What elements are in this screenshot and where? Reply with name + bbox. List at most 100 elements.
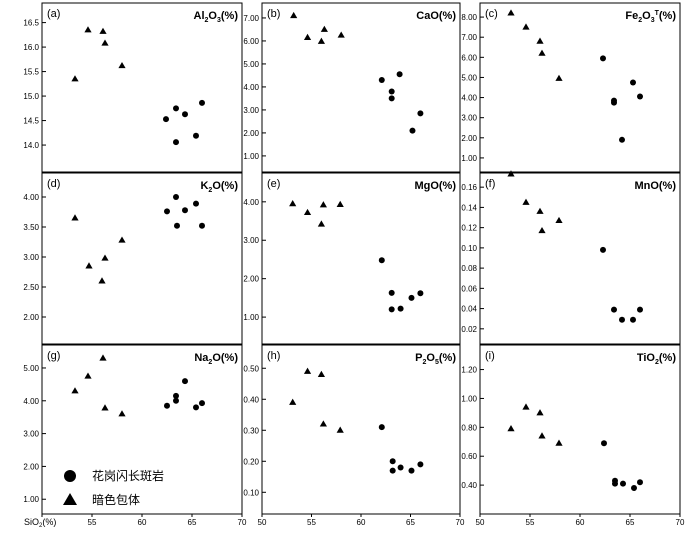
panel-f-title: MnO(%)	[634, 180, 676, 192]
y-tick-label: 2.00	[243, 129, 259, 138]
granodiorite-porphyry-point	[417, 110, 424, 117]
granodiorite-porphyry-point	[397, 464, 404, 471]
granodiorite-porphyry-point	[417, 290, 424, 297]
granodiorite-porphyry-point	[389, 458, 396, 465]
granodiorite-porphyry-point	[173, 194, 179, 200]
y-tick-label: 0.08	[461, 264, 477, 273]
granodiorite-porphyry-point	[173, 392, 179, 399]
granodiorite-porphyry-point	[173, 397, 179, 404]
y-tick-label: 1.20	[461, 366, 477, 375]
granodiorite-porphyry-point	[199, 99, 205, 106]
enclave-point	[538, 226, 546, 234]
panel-c-frame	[479, 2, 681, 173]
panel-i-title: TiO2(%)	[637, 352, 676, 366]
x-tick-label: 65	[406, 518, 415, 527]
enclave-point	[320, 25, 328, 32]
granodiorite-porphyry-point	[378, 77, 385, 84]
enclave-point	[522, 198, 530, 205]
enclave-point	[336, 426, 344, 433]
y-tick-label: 14.0	[23, 141, 39, 150]
title-part: 2	[423, 359, 427, 366]
panel-i: 0.40 0.60 0.80 1.00 1.20 (i) TiO2(%)	[461, 344, 681, 517]
y-tick-label: 0.30	[243, 426, 259, 435]
y-tick-label: 6.00	[243, 37, 259, 46]
enclave-point	[317, 220, 325, 227]
granodiorite-porphyry-point	[397, 305, 404, 312]
enclave-point	[101, 254, 109, 261]
x-tick-label: 55	[307, 518, 316, 527]
y-tick-label: 16.0	[23, 43, 39, 52]
title-part: Fe	[625, 10, 638, 22]
granodiorite-porphyry-point	[619, 316, 625, 323]
granodiorite-porphyry-point	[388, 88, 395, 95]
y-tick-label: 8.00	[461, 13, 477, 22]
y-tick-label: 0.16	[461, 183, 477, 192]
title-part: TiO	[637, 352, 656, 364]
granodiorite-porphyry-point	[637, 93, 643, 100]
panel-c: 1.00 2.00 3.00 4.00 5.00 6.00 7.00 8.00 (c) Fe2O3…	[461, 2, 681, 173]
enclave-point	[84, 26, 92, 33]
panel-d: 2.00 2.50 3.00 3.50 4.00 (d) K2O(%)	[23, 172, 243, 345]
panel-g-label: (g)	[47, 350, 60, 362]
y-tick-label: 0.12	[461, 224, 477, 233]
title-part: (%)	[221, 10, 238, 22]
x-tick-label: 65	[188, 518, 197, 527]
legend-label-enclave: 暗色包体	[92, 492, 140, 507]
panel-i-label: (i)	[485, 350, 495, 362]
y-tick-label: 1.00	[461, 394, 477, 403]
granodiorite-porphyry-point	[173, 139, 179, 146]
granodiorite-porphyry-point	[199, 222, 205, 229]
granodiorite-porphyry-point	[601, 440, 607, 447]
granodiorite-porphyry-point	[173, 105, 179, 112]
y-tick-label: 3.00	[243, 236, 259, 245]
enclave-point	[319, 420, 327, 427]
title-part: Al	[194, 10, 205, 22]
granodiorite-porphyry-point	[417, 461, 424, 468]
granodiorite-porphyry-point	[193, 404, 199, 411]
panel-h-frame	[261, 344, 461, 515]
enclave-point	[317, 370, 325, 377]
y-tick-label: 1.00	[461, 154, 477, 163]
y-tick-label: 5.00	[243, 60, 259, 69]
enclave-point	[289, 200, 297, 207]
title-part: K	[200, 180, 208, 192]
title-part: 5	[435, 359, 439, 366]
granodiorite-porphyry-point	[631, 485, 637, 491]
y-tick-label: 0.02	[461, 325, 477, 334]
y-tick-label: 0.06	[461, 284, 477, 293]
panel-c-title: Fe2O3T(%)	[625, 10, 676, 24]
granodiorite-porphyry-point	[199, 400, 205, 407]
enclave-point	[303, 208, 312, 216]
granodiorite-porphyry-point	[409, 127, 416, 134]
title-part: 2	[208, 359, 212, 366]
x-tick-label: 70	[456, 518, 465, 527]
granodiorite-porphyry-point	[396, 71, 403, 78]
y-tick-label: 2.00	[23, 313, 39, 322]
panel-e-frame	[261, 172, 461, 345]
enclave-point	[522, 23, 530, 30]
enclave-point	[289, 398, 297, 405]
enclave-point	[319, 201, 327, 208]
panel-e-label: (e)	[267, 178, 280, 190]
panel-a: 14.0 14.5 15.0 15.5 16.0 16.5 (a) Al2O3(%)	[23, 2, 243, 173]
y-tick-label: 3.00	[461, 114, 477, 123]
y-tick-label: 2.50	[23, 283, 39, 292]
panel-h-label: (h)	[267, 350, 280, 362]
y-tick-label: 4.00	[23, 397, 39, 406]
y-tick-label: 5.00	[23, 364, 39, 373]
panel-d-title: K2O(%)	[200, 180, 238, 194]
enclave-point	[303, 367, 312, 374]
granodiorite-porphyry-point	[637, 479, 643, 486]
enclave-point	[336, 200, 344, 207]
enclave-point	[555, 74, 563, 81]
y-tick-label: 14.5	[23, 117, 39, 126]
y-tick-label: 0.04	[461, 305, 477, 314]
y-tick-label: 7.00	[461, 33, 477, 42]
title-part: O	[212, 352, 221, 364]
y-tick-label: 0.20	[243, 457, 259, 466]
x-tick-label: 55	[88, 518, 97, 527]
granodiorite-porphyry-point	[600, 55, 606, 62]
title-part: MgO	[414, 180, 439, 192]
granodiorite-porphyry-point	[630, 79, 636, 86]
